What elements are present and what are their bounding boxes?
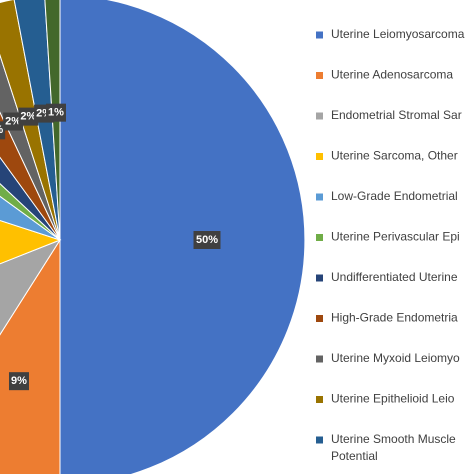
pie-slice — [44, 0, 61, 241]
legend-label: Uterine Smooth Muscle Potential — [331, 432, 456, 463]
legend-label: Uterine Epithelioid Leio — [331, 392, 455, 406]
legend-label: High-Grade Endometria — [331, 311, 458, 325]
data-label-box — [0, 121, 6, 140]
data-label-text: 50% — [196, 234, 218, 246]
legend-marker — [316, 355, 323, 363]
data-label: 2% — [18, 107, 39, 126]
legend-label: Uterine Sarcoma, Other — [331, 149, 458, 163]
data-label-box — [8, 372, 29, 391]
legend-marker — [316, 193, 323, 201]
legend-label: Uterine Adenosarcoma — [331, 68, 453, 82]
legend-marker — [316, 112, 323, 120]
legend-marker — [316, 396, 323, 403]
legend-marker — [316, 234, 323, 241]
legend-label: Endometrial Stromal Sar — [331, 108, 462, 122]
legend-label: Uterine Leiomyosarcoma — [331, 27, 465, 41]
data-label-text: 2% — [5, 115, 21, 127]
pie-slice — [0, 219, 62, 265]
legend-marker — [316, 274, 323, 282]
pie-slice — [59, 0, 306, 474]
data-label: 1% — [45, 103, 66, 122]
legend-marker — [316, 436, 323, 444]
data-label-box — [45, 103, 66, 122]
legend-marker — [316, 31, 323, 39]
data-label: 3% — [0, 121, 6, 140]
legend-label: Undifferentiated Uterine — [331, 270, 458, 284]
data-label-box — [193, 231, 221, 249]
data-label-text: 2% — [20, 111, 36, 123]
data-label-text: 1% — [48, 107, 64, 119]
data-label: 9% — [8, 372, 29, 391]
legend-marker — [316, 153, 323, 160]
legend-label: Low-Grade Endometrial — [331, 189, 458, 203]
legend-label: Uterine Perivascular Epi — [331, 230, 460, 244]
data-label-text: 9% — [11, 375, 27, 387]
data-label-text: 3% — [0, 124, 3, 136]
data-label-box — [18, 107, 39, 126]
pie-slice — [0, 238, 62, 336]
data-label: 2% — [3, 112, 24, 131]
legend-label: Uterine Myxoid Leiomyo — [331, 351, 460, 365]
data-label-box — [3, 112, 24, 131]
legend-marker — [316, 72, 323, 79]
legend-marker — [316, 315, 323, 322]
pie-slice — [0, 238, 61, 474]
data-label: 50% — [193, 231, 221, 249]
